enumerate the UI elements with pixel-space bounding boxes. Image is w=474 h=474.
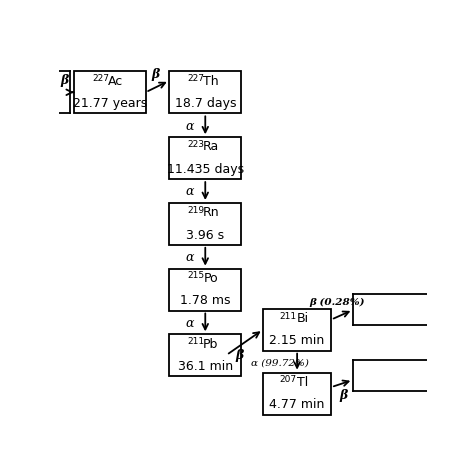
Text: 3.96 s: 3.96 s: [186, 228, 224, 242]
Bar: [169, 203, 241, 245]
Text: 11.435 days: 11.435 days: [167, 163, 244, 176]
Text: 4.77 min: 4.77 min: [269, 398, 325, 411]
Text: 227: 227: [92, 74, 109, 83]
Text: 223: 223: [188, 140, 205, 149]
Text: 21.77 years: 21.77 years: [73, 97, 147, 110]
Text: β (0.28%): β (0.28%): [309, 298, 365, 307]
Text: 18.7 days: 18.7 days: [174, 97, 236, 110]
Text: Bi: Bi: [297, 312, 309, 325]
Text: β: β: [340, 389, 348, 402]
Text: 215: 215: [188, 272, 205, 281]
Text: 227: 227: [188, 74, 205, 83]
Text: 211: 211: [279, 311, 297, 320]
Bar: [263, 309, 331, 351]
Bar: [74, 72, 146, 113]
Text: Ac: Ac: [108, 75, 123, 88]
Text: 2.15 min: 2.15 min: [270, 335, 325, 347]
Text: 1.78 ms: 1.78 ms: [180, 294, 230, 307]
Text: 207: 207: [279, 375, 297, 384]
Text: α: α: [185, 120, 194, 133]
Text: Ra: Ra: [203, 140, 219, 154]
Text: Pb: Pb: [203, 337, 219, 350]
Bar: [169, 334, 241, 376]
Text: Po: Po: [203, 272, 218, 285]
Bar: [169, 269, 241, 310]
Text: Th: Th: [203, 75, 219, 88]
Text: 211: 211: [188, 337, 205, 346]
Text: β: β: [151, 68, 160, 81]
Text: 36.1 min: 36.1 min: [178, 360, 233, 373]
Text: Rn: Rn: [202, 206, 219, 219]
Bar: [263, 373, 331, 415]
Text: Tl: Tl: [297, 376, 308, 389]
Bar: [169, 137, 241, 179]
Text: α (99.72%): α (99.72%): [251, 358, 309, 367]
Text: β: β: [235, 349, 243, 362]
Text: α: α: [185, 251, 194, 264]
Bar: [169, 72, 241, 113]
Text: α: α: [185, 185, 194, 199]
Text: α: α: [185, 317, 194, 330]
Text: β: β: [61, 74, 69, 87]
Text: 219: 219: [188, 206, 205, 215]
